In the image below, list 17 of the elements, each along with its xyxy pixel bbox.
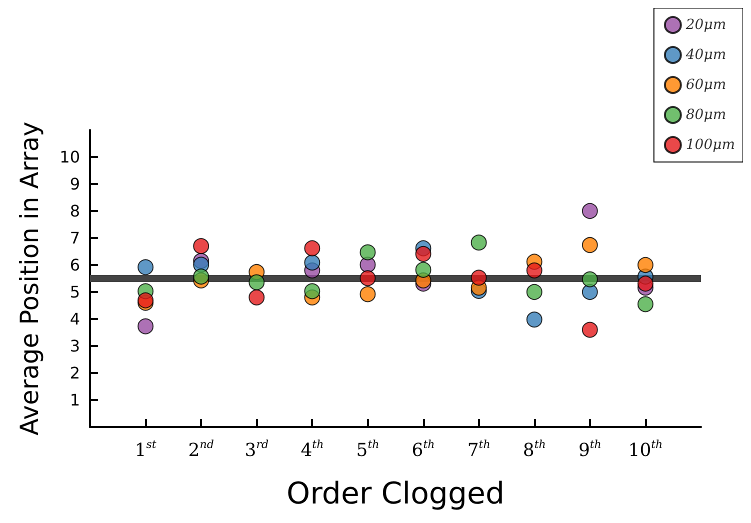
x-axis-title: Order Clogged: [286, 476, 505, 512]
y-tick-label: 5: [70, 282, 80, 302]
y-axis-title: Average Position in Array: [15, 121, 44, 436]
y-tick-label: 3: [70, 336, 80, 356]
y-tick-label: 7: [70, 228, 80, 248]
y-tick-label: 1: [70, 390, 80, 410]
y-tick-label: 2: [70, 364, 80, 382]
legend-label: 60μm: [686, 77, 726, 93]
y-tick-label: 9: [70, 174, 80, 194]
y-tick-label: 10: [60, 148, 80, 166]
y-tick-label: 6: [70, 256, 80, 274]
y-tick-label: 8: [70, 202, 80, 220]
legend-label: 40μm: [684, 47, 726, 63]
legend-label: 20μm: [684, 17, 726, 33]
legend-label: 80μm: [686, 107, 726, 123]
y-tick-label: 4: [70, 310, 80, 328]
legend-label: 100μm: [686, 137, 736, 153]
